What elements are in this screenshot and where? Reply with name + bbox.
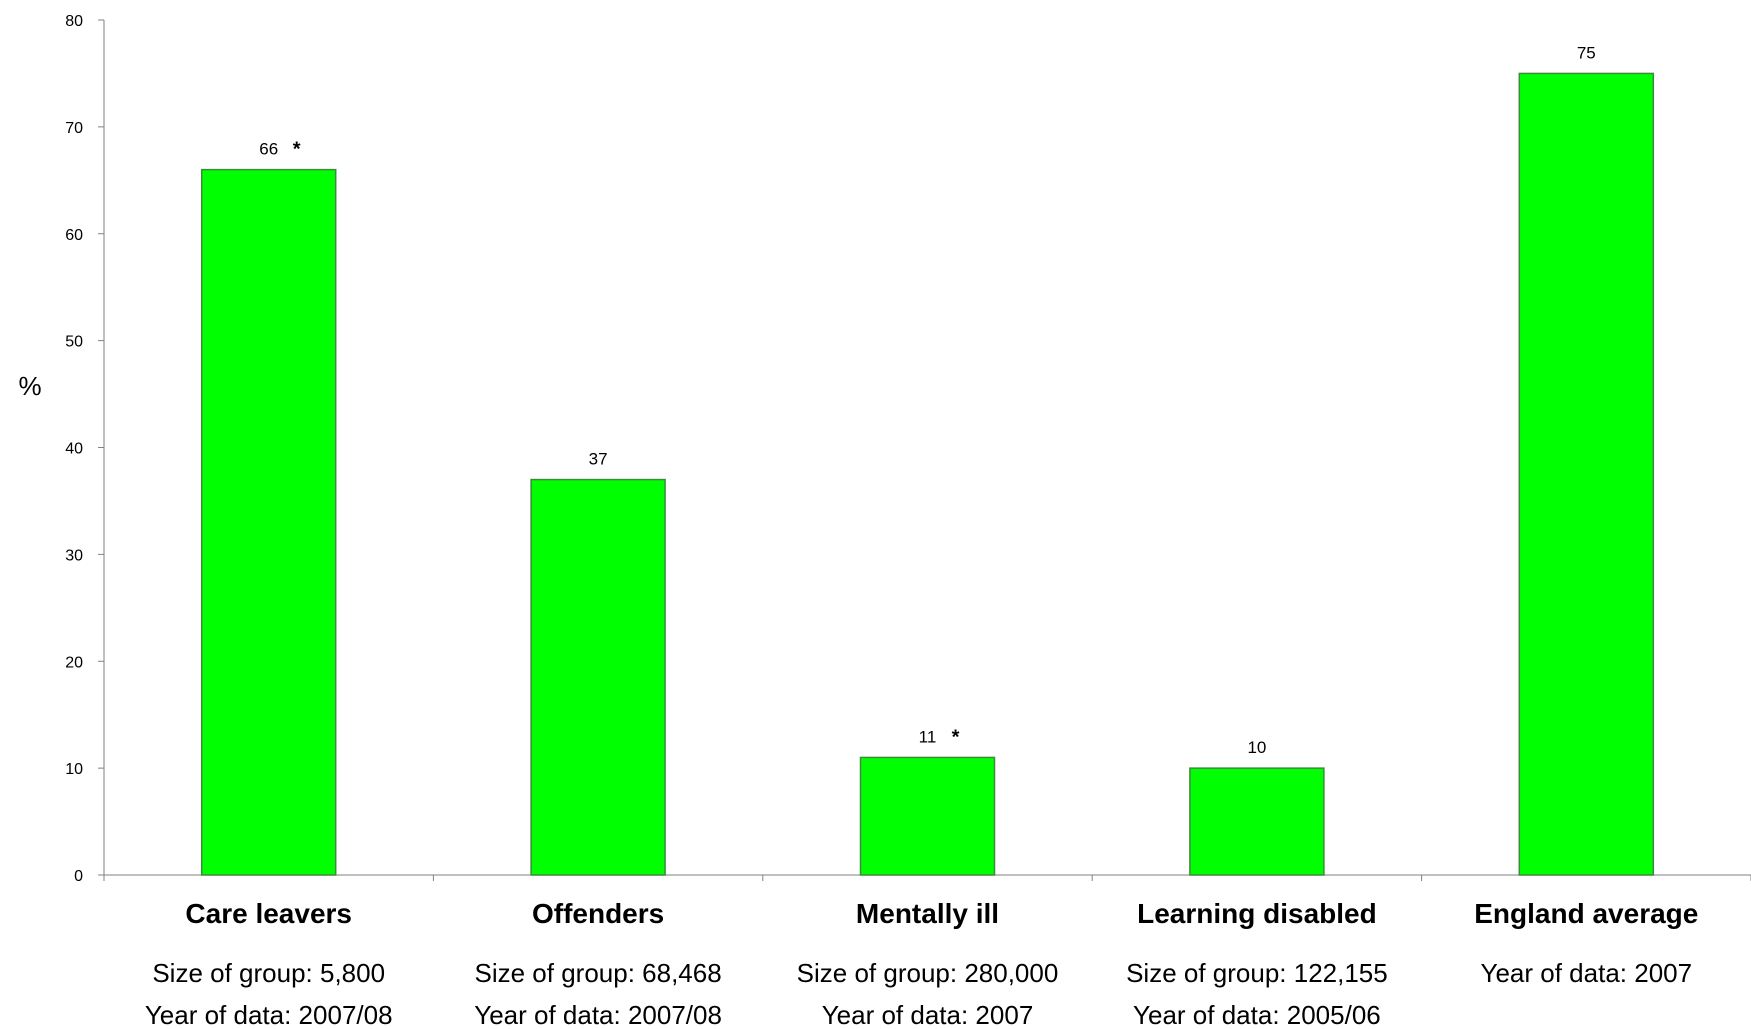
bar	[200, 168, 337, 876]
category-info-line: Size of group: 5,800	[152, 958, 385, 988]
data-labels: 66 * 37 11 * 10 75	[259, 43, 1596, 757]
y-axis-label: %	[18, 371, 41, 401]
bars	[200, 72, 1655, 876]
category-info-line: Year of data: 2005/06	[1133, 1000, 1381, 1029]
axes: 0 10 20 30 40 50 60 70 80	[65, 13, 1751, 885]
category-info-line: Year of data: 2007/08	[145, 1000, 393, 1029]
category-label: Offenders	[532, 898, 664, 929]
data-label: 11	[919, 727, 937, 746]
y-tick-label: 20	[65, 654, 83, 671]
y-tick-label: 30	[65, 547, 83, 564]
y-tick-label: 60	[65, 227, 83, 244]
bar	[530, 478, 666, 876]
category-info-line: Year of data: 2007	[1481, 958, 1693, 988]
category-info-line: Size of group: 280,000	[797, 958, 1059, 988]
data-label: 66	[259, 140, 278, 159]
bar	[859, 756, 996, 876]
category-label: Learning disabled	[1137, 898, 1377, 929]
category-info-line: Year of data: 2007	[822, 1000, 1034, 1029]
category-info-line: Year of data: 2007/08	[474, 1000, 722, 1029]
y-tick-label: 10	[65, 761, 83, 778]
category-info-line: Size of group: 68,468	[475, 958, 722, 988]
y-tick-label: 40	[65, 441, 83, 458]
category-label: England average	[1474, 898, 1698, 929]
data-label: 37	[589, 450, 608, 469]
y-tick-label: 80	[65, 13, 83, 30]
category-label: Care leavers	[185, 898, 352, 929]
y-tick-label: 70	[65, 120, 83, 137]
data-label-note: *	[952, 726, 960, 748]
bar	[1518, 72, 1655, 876]
data-label: 75	[1577, 43, 1596, 62]
data-label-note: *	[293, 139, 301, 161]
bar	[1189, 767, 1325, 876]
data-label: 10	[1247, 738, 1266, 757]
category-label: Mentally ill	[856, 898, 999, 929]
y-tick-label: 50	[65, 334, 83, 351]
category-info-line: Size of group: 122,155	[1126, 958, 1388, 988]
category-labels: Care leavers Size of group: 5,800 Year of …	[145, 898, 1698, 1029]
y-tick-label: 0	[74, 868, 83, 885]
